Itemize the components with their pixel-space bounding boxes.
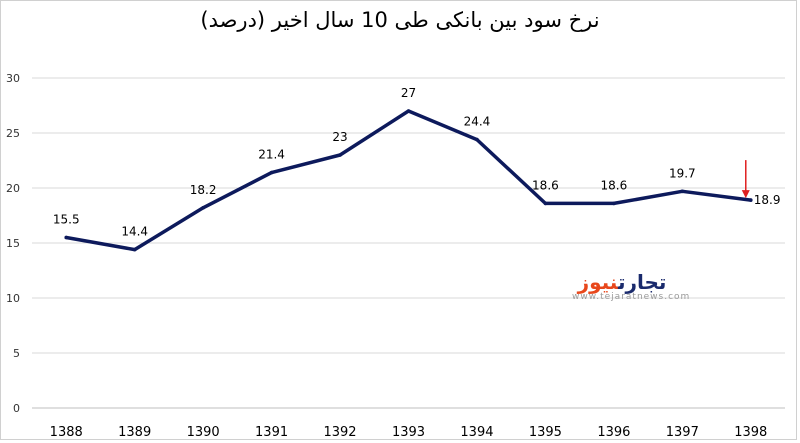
- y-tick-label: 15: [6, 237, 20, 250]
- x-tick-label: 1388: [50, 425, 83, 440]
- down-arrow-icon: [741, 160, 750, 199]
- x-tick-label: 1391: [255, 425, 288, 440]
- y-tick-label: 10: [6, 292, 20, 305]
- data-point: [680, 189, 685, 194]
- y-tick-label: 25: [6, 127, 20, 140]
- watermark-text: تجارتنیوز: [572, 270, 672, 294]
- data-label: 15.5: [53, 213, 80, 227]
- data-point: [748, 198, 753, 202]
- data-point: [475, 137, 479, 142]
- data-point: [406, 109, 411, 113]
- x-tick-label: 1395: [529, 425, 562, 440]
- x-tick-label: 1398: [734, 425, 767, 440]
- data-label: 19.7: [669, 166, 696, 180]
- watermark-logo: تجارتنیوز www.tejaratnews.com: [572, 270, 691, 302]
- data-label: 23: [332, 130, 347, 144]
- data-label: 18.6: [532, 178, 559, 192]
- data-label: 21.4: [258, 148, 285, 162]
- x-tick-label: 1390: [187, 425, 220, 440]
- x-tick-label: 1394: [460, 425, 493, 440]
- watermark-word-2: نیوز: [577, 270, 618, 294]
- x-tick-label: 1392: [323, 425, 356, 440]
- data-point: [132, 247, 137, 252]
- data-label: 18.6: [601, 178, 628, 192]
- data-point: [64, 235, 69, 240]
- data-point: [269, 170, 274, 175]
- data-point: [543, 201, 548, 206]
- x-tick-label: 1397: [666, 425, 699, 440]
- y-tick-label: 20: [6, 182, 20, 195]
- data-label: 27: [401, 86, 416, 100]
- data-point: [338, 153, 342, 157]
- x-tick-label: 1393: [392, 425, 425, 440]
- data-label: 18.9: [754, 193, 781, 207]
- x-tick-label: 1389: [118, 425, 151, 440]
- data-point: [201, 206, 205, 210]
- y-tick-label: 0: [13, 402, 20, 415]
- chart-title: نرخ سود بین بانکی طی 10 سال اخیر (درصد): [200, 8, 600, 32]
- y-tick-label: 30: [6, 72, 20, 85]
- watermark-word-1: تجارت: [617, 270, 667, 294]
- y-tick-label: 5: [13, 347, 20, 360]
- data-label: 14.4: [121, 225, 148, 239]
- data-point: [612, 201, 616, 206]
- series-line: [64, 109, 753, 252]
- data-label: 18.2: [190, 183, 217, 197]
- watermark-url: www.tejaratnews.com: [572, 292, 691, 302]
- data-label: 24.4: [464, 115, 491, 129]
- x-tick-label: 1396: [597, 425, 630, 440]
